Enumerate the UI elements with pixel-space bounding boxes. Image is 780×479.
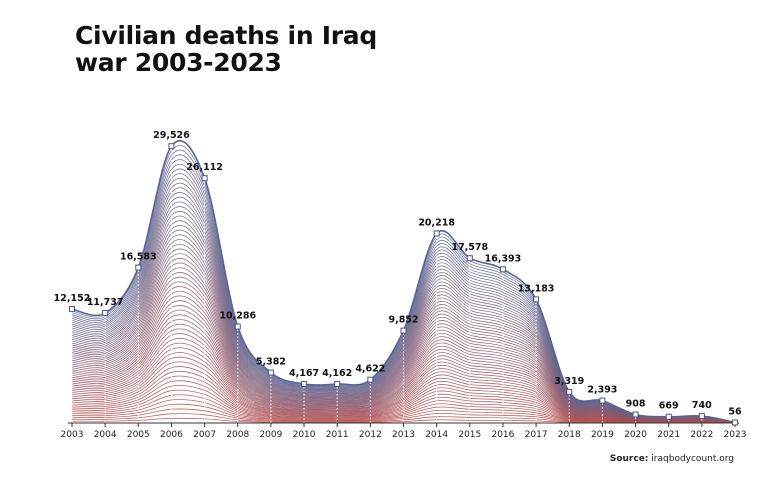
source-note: Source: iraqbodycount.org [610,454,734,464]
data-marker [267,369,274,376]
value-label: 56 [728,406,742,417]
data-marker [234,323,241,330]
data-markers [69,143,738,426]
x-tick-label: 2010 [293,430,316,440]
chart-title-line-1: Civilian deaths in Iraq [75,21,377,50]
data-marker [433,230,440,237]
data-marker [102,309,109,316]
x-tick-label: 2016 [491,430,514,440]
source-label: Source: [609,454,649,464]
value-label: 11,737 [87,297,124,308]
value-label: 16,583 [120,252,157,263]
value-label: 5,382 [256,357,286,368]
value-label: 2,393 [587,385,617,396]
value-label: 3,319 [554,376,584,387]
value-label: 10,286 [219,311,256,322]
data-marker [168,143,175,150]
x-tick-label: 2008 [226,430,249,440]
value-label: 740 [692,400,712,411]
value-label: 29,526 [153,130,190,141]
data-stems [71,149,736,426]
x-tick-label: 2022 [690,430,713,440]
value-label: 12,152 [54,293,91,304]
data-marker [499,266,506,273]
x-tick-label: 2003 [61,430,84,440]
value-label: 9,852 [388,315,418,326]
x-tick-label: 2023 [724,430,747,440]
x-tick-label: 2020 [624,430,647,440]
chart-title-line-2: war 2003-2023 [75,48,282,77]
x-tick-label: 2006 [160,430,183,440]
value-label: 4,162 [322,368,352,379]
value-label: 20,218 [418,217,455,228]
value-label: 4,167 [289,368,319,379]
x-tick-label: 2018 [558,430,581,440]
x-tick-label: 2009 [259,430,282,440]
data-marker [334,380,341,387]
value-label: 908 [626,398,646,409]
x-tick-label: 2004 [94,430,117,440]
value-label: 669 [659,401,679,412]
data-marker [135,264,142,271]
data-marker [367,376,374,383]
data-marker [665,413,672,420]
ridge-lines [71,139,736,424]
x-tick-label: 2021 [657,430,680,440]
x-tick-label: 2019 [591,430,614,440]
data-marker [566,388,573,395]
value-label: 16,393 [485,253,522,264]
value-label: 4,622 [355,364,385,375]
x-tick-label: 2005 [127,430,150,440]
source-value: iraqbodycount.org [651,454,734,464]
x-tick-label: 2012 [359,430,382,440]
data-marker [533,296,540,303]
x-tick-labels: 2003 2004 2005 2006 2007 2008 2009 2010 2011 2012… [61,430,747,440]
value-label: 17,578 [451,242,488,253]
x-tick-label: 2015 [458,430,481,440]
data-marker [632,411,639,418]
data-marker [466,255,473,262]
x-tick-label: 2007 [193,430,216,440]
data-marker [201,175,208,182]
data-marker [400,327,407,334]
x-tick-label: 2014 [425,430,448,440]
x-tick-label: 2013 [392,430,415,440]
data-marker [732,419,738,426]
data-marker [599,397,606,404]
data-marker [301,380,308,387]
chart-title: Civilian deaths in Iraq war 2003-2023 [75,22,377,76]
data-marker [69,306,75,313]
x-tick-label: 2011 [326,430,349,440]
data-marker [698,413,705,420]
value-label: 13,183 [518,283,555,294]
x-tick-label: 2017 [525,430,548,440]
value-label: 26,112 [186,162,223,173]
x-axis [68,422,739,427]
